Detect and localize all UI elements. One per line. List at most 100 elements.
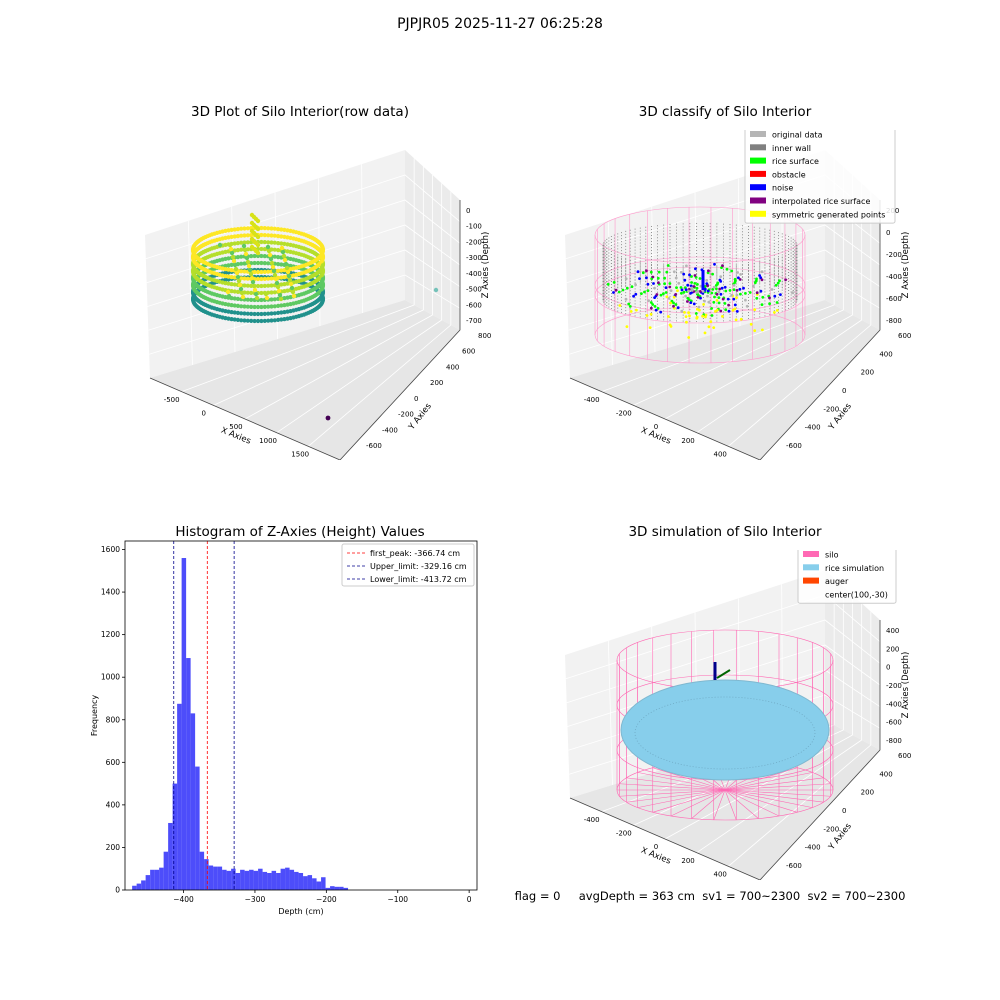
raw-point [234,270,240,276]
raw-point [242,311,247,316]
x-tick-label: -400 [584,816,600,824]
class-point [703,287,707,291]
raw-point [269,318,274,323]
raw-point [249,290,254,295]
raw-point [239,261,244,266]
class-point [688,314,691,318]
raw-point [263,291,269,297]
raw-point [245,233,250,238]
z-tick-label: -400 [466,270,482,278]
class-points [618,289,779,339]
class-point [625,325,629,328]
histogram-bar [253,870,259,890]
class-point [679,270,683,274]
histogram-bar [181,558,187,890]
class-point [706,289,710,293]
raw-point [236,278,242,284]
silo-spoke [637,789,726,808]
raw-point [279,268,284,273]
histogram-bar [195,766,200,890]
raw-point [248,271,254,277]
legend-swatch [803,564,819,571]
histogram-bar [226,870,232,890]
y-tick-label: -600 [366,442,382,450]
class-point [694,312,698,315]
y-tick-label: 200 [861,369,874,377]
class-point [649,270,653,274]
class-point [680,288,684,292]
class-point [705,279,709,282]
legend-label: noise [772,184,793,193]
raw-point [266,226,271,231]
histogram-bar [168,822,173,890]
raw-point [252,253,257,259]
legend-box [744,130,896,224]
class-point [739,317,743,321]
raw-point [259,239,264,245]
class-point [624,277,628,281]
class-point [712,326,716,329]
raw-point [266,304,271,309]
class-point [759,289,763,293]
class-point [698,290,702,293]
raw-point [262,226,267,231]
raw-point [262,261,267,266]
x-tick-label: -200 [616,830,632,838]
raw-point [279,282,284,287]
class-point [707,325,711,329]
class-points [612,262,782,314]
raw-point [262,311,267,316]
raw-point [231,258,237,264]
class-point [645,269,648,273]
legend-label: center(100,-30) [825,590,888,599]
figure-suptitle: PJPJR05 2025-11-27 06:25:28 [397,16,603,32]
class-point [680,309,684,313]
legend-swatch [750,157,766,164]
panel3-histogram: −400 −300 −200 −100 0 0 200 400 600 800 1000 1200 14… [90,540,478,916]
raw-point [255,269,261,275]
class-point [684,294,687,298]
raw-point [279,227,284,232]
y-tick-label: 400 [879,770,892,778]
class-point [715,287,718,291]
raw-point [259,260,264,266]
silo-spoke [691,789,726,819]
panel1-3d-plot: -5000500100015002000-600-400-20002004006… [145,150,491,460]
class-point [696,307,699,311]
raw-point [262,318,267,323]
x-tick-label: 0 [467,895,472,904]
silo-spoke [619,789,726,797]
class-point [734,318,738,322]
class-point [738,287,742,291]
grid-line [664,734,853,840]
class-point [627,302,631,306]
raw-point [259,269,264,275]
raw-point [242,276,247,281]
class-point [773,311,776,314]
raw-points [190,212,439,421]
raw-point [282,289,287,294]
class-point [752,284,755,288]
raw-point [270,264,276,270]
raw-point [225,289,231,295]
histogram-bar [190,713,196,890]
y-tick-label: 600 [462,348,475,356]
class-point [689,301,693,304]
raw-point [285,242,290,247]
class-point [724,308,728,312]
raw-point [283,261,289,267]
raw-point [252,260,257,266]
class-point [665,295,669,299]
raw-point [239,254,244,259]
class-point [676,289,679,292]
class-point [689,284,693,288]
class-point [651,275,655,279]
class-point [684,288,688,291]
grid-line [601,304,835,393]
class-point [664,291,668,294]
class-point [718,287,722,291]
y-tick-label: 1600 [101,545,120,554]
raw-point [272,226,277,231]
raw-point [240,294,246,300]
y-tick-label: 400 [879,350,892,358]
